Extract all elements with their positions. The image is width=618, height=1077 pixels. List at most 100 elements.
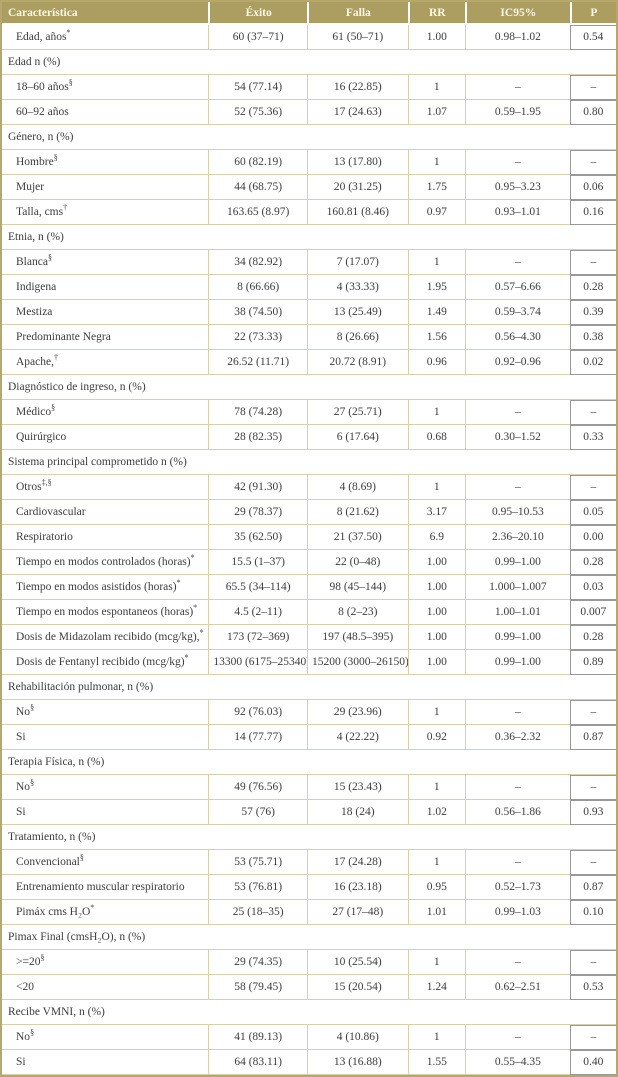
cell-rr: 1.00	[407, 575, 465, 600]
cell-p: 0.10	[569, 900, 616, 925]
cell-p: 0.87	[569, 725, 616, 750]
cell-p: 0.28	[569, 625, 616, 650]
table-row: Si 57 (76) 18 (24) 1.02 0.56–1.86 0.93	[2, 800, 616, 825]
cell-exito: 15.5 (1–37)	[208, 550, 307, 575]
cell-p: –	[569, 775, 616, 800]
table-body: Edad, años* 60 (37–71) 61 (50–71) 1.00 0…	[2, 25, 616, 1075]
footnote-marker: *	[176, 578, 181, 588]
column-header-exito: Éxito	[208, 2, 307, 25]
row-label: Indigena	[2, 275, 209, 300]
table-row: Quirúrgico 28 (82.35) 6 (17.64) 0.68 0.3…	[2, 425, 616, 450]
table-row: Entrenamiento muscular respiratorio 53 (…	[2, 875, 616, 900]
section-label: Pimax Final (cmsH₂O), n (%)	[2, 925, 616, 950]
table-row: Médico§ 78 (74.28) 27 (25.71) 1 – –	[2, 400, 616, 425]
cell-falla: 61 (50–71)	[306, 25, 408, 50]
cell-falla: 10 (25.54)	[306, 950, 408, 975]
cell-exito: 26.52 (11.71)	[208, 350, 307, 375]
cell-ic95: 0.99–1.03	[464, 900, 570, 925]
cell-falla: 13 (16.88)	[306, 1050, 408, 1075]
cell-ic95: –	[464, 700, 570, 725]
footnote-marker: ‡,§	[41, 478, 52, 488]
section-label: Género, n (%)	[2, 125, 616, 150]
cell-ic95: 1.00–1.01	[464, 600, 570, 625]
row-label: Tiempo en modos asistidos (horas)*	[2, 575, 209, 600]
cell-exito: 53 (75.71)	[208, 850, 307, 875]
cell-p: 0.53	[569, 975, 616, 1000]
cell-exito: 41 (89.13)	[208, 1025, 307, 1050]
row-label: Apache,†	[2, 350, 209, 375]
cell-rr: 3.17	[407, 500, 465, 525]
cell-falla: 22 (0–48)	[306, 550, 408, 575]
cell-exito: 52 (75.36)	[208, 100, 307, 125]
cell-ic95: 0.92–0.96	[464, 350, 570, 375]
cell-exito: 13300 (6175–25340)	[208, 650, 307, 675]
cell-p: 0.02	[569, 350, 616, 375]
cell-p: 0.28	[569, 275, 616, 300]
cell-p: 0.33	[569, 425, 616, 450]
cell-ic95: 0.59–3.74	[464, 300, 570, 325]
cell-rr: 1.00	[407, 650, 465, 675]
cell-falla: 4 (10.86)	[306, 1025, 408, 1050]
cell-rr: 1	[407, 700, 465, 725]
cell-p: 0.39	[569, 300, 616, 325]
cell-rr: 0.97	[407, 200, 465, 225]
footnote-marker: †	[63, 203, 68, 213]
cell-exito: 25 (18–35)	[208, 900, 307, 925]
cell-ic95: –	[464, 950, 570, 975]
section-row: Género, n (%)	[2, 125, 616, 150]
table-row: 18–60 años§ 54 (77.14) 16 (22.85) 1 – –	[2, 75, 616, 100]
cell-rr: 1.02	[407, 800, 465, 825]
cell-p: –	[569, 250, 616, 275]
cell-ic95: 0.93–1.01	[464, 200, 570, 225]
cell-exito: 163.65 (8.97)	[208, 200, 307, 225]
cell-falla: 4 (33.33)	[306, 275, 408, 300]
cell-p: 0.05	[569, 500, 616, 525]
cell-falla: 197 (48.5–395)	[306, 625, 408, 650]
cell-ic95: 0.99–1.00	[464, 625, 570, 650]
cell-ic95: –	[464, 1025, 570, 1050]
cell-ic95: 0.36–2.32	[464, 725, 570, 750]
cell-falla: 8 (26.66)	[306, 325, 408, 350]
cell-rr: 1.00	[407, 25, 465, 50]
cell-falla: 15 (20.54)	[306, 975, 408, 1000]
cell-exito: 60 (82.19)	[208, 150, 307, 175]
cell-p: –	[569, 150, 616, 175]
cell-rr: 1.95	[407, 275, 465, 300]
column-header-caracteristica: Característica	[2, 2, 209, 25]
cell-ic95: 0.55–4.35	[464, 1050, 570, 1075]
cell-ic95: 2.36–20.10	[464, 525, 570, 550]
table-row: No§ 92 (76.03) 29 (23.96) 1 – –	[2, 700, 616, 725]
column-header-ic95: IC95%	[464, 2, 570, 25]
cell-ic95: 0.95–10.53	[464, 500, 570, 525]
row-label: Pimáx cms H₂O*	[2, 900, 209, 925]
table-row: <20 58 (79.45) 15 (20.54) 1.24 0.62–2.51…	[2, 975, 616, 1000]
cell-rr: 1.01	[407, 900, 465, 925]
cell-p: 0.06	[569, 175, 616, 200]
cell-p: –	[569, 950, 616, 975]
row-label: Médico§	[2, 400, 209, 425]
cell-p: –	[569, 400, 616, 425]
cell-ic95: –	[464, 250, 570, 275]
cell-p: 0.00	[569, 525, 616, 550]
section-row: Pimax Final (cmsH₂O), n (%)	[2, 925, 616, 950]
cell-rr: 1.00	[407, 600, 465, 625]
row-label: Cardiovascular	[2, 500, 209, 525]
footnote-marker: *	[193, 603, 198, 613]
cell-p: 0.007	[569, 600, 616, 625]
row-label: Mujer	[2, 175, 209, 200]
table-row: Apache,† 26.52 (11.71) 20.72 (8.91) 0.96…	[2, 350, 616, 375]
cell-p: 0.03	[569, 575, 616, 600]
cell-p: –	[569, 850, 616, 875]
row-label: Convencional§	[2, 850, 209, 875]
footnote-marker: §	[68, 78, 73, 88]
cell-falla: 29 (23.96)	[306, 700, 408, 725]
section-label: Etnia, n (%)	[2, 225, 616, 250]
row-label: Hombre§	[2, 150, 209, 175]
cell-p: 0.16	[569, 200, 616, 225]
section-row: Sistema principal comprometido n (%)	[2, 450, 616, 475]
table-header-row: Característica Éxito Falla RR IC95% P	[2, 2, 616, 25]
cell-falla: 16 (23.18)	[306, 875, 408, 900]
cell-rr: 1	[407, 775, 465, 800]
table-row: Tiempo en modos asistidos (horas)* 65.5 …	[2, 575, 616, 600]
row-label: Entrenamiento muscular respiratorio	[2, 875, 209, 900]
